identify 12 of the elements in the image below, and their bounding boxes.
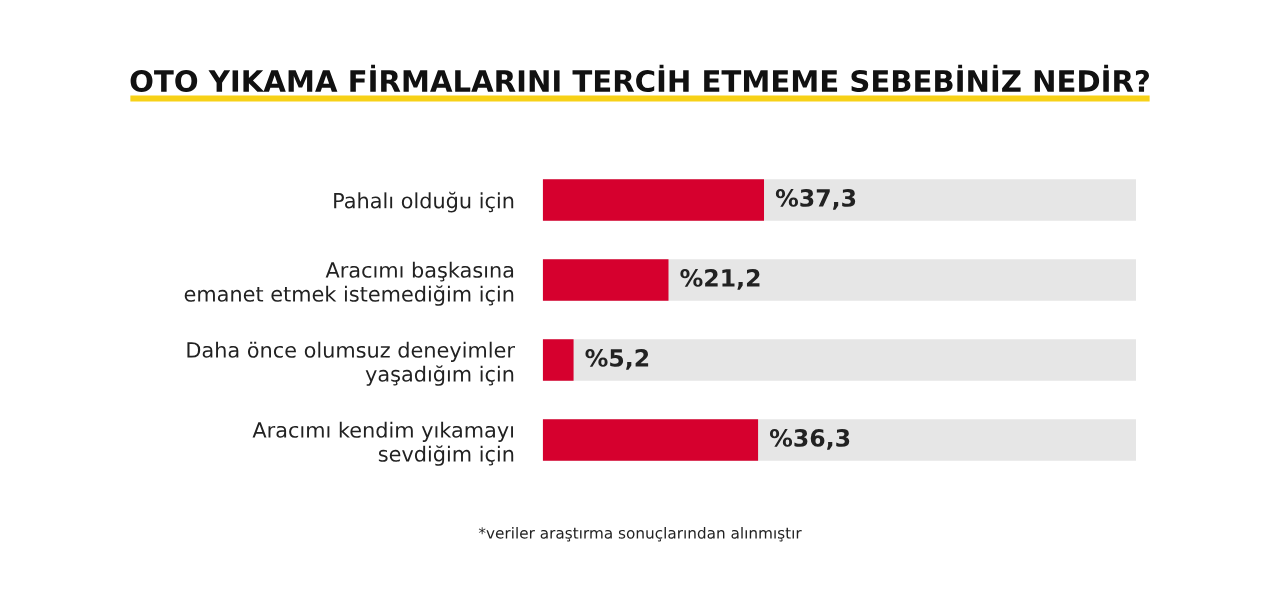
bar [542,259,669,301]
y-tick-label: Aracımı başkasına emanet etmek istemediğim için [184,261,514,306]
data-label: %21,2 [680,268,760,290]
chart-title: OTO YIKAMA FİRMALARINI TERCİH ETMEME SEBEBİNİZ NEDİR? [130,64,1149,93]
data-label: %36,3 [769,428,850,450]
data-label: %5,2 [585,348,649,370]
y-tick-label: Aracımı kendim yıkamayı sevdiğim için [252,421,514,466]
bar [542,339,574,381]
data-label: %37,3 [775,188,856,210]
y-tick-label: Pahalı olduğu için [334,191,514,213]
y-tick-label: Daha önce olumsuz deneyimler yaşadığım için [187,341,515,386]
text: *veriler araştırma sonuçlarından alınmıştır [478,526,802,542]
